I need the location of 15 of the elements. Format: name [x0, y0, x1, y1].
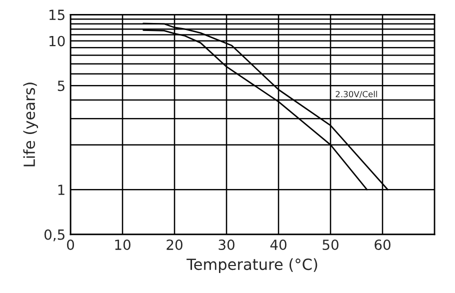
annotation: 2.30V/Cell	[336, 90, 378, 98]
x-axis-title: Temperature (°C)	[186, 258, 318, 274]
y-tick-label: 5	[58, 80, 64, 92]
y-axis-title: Life (years)	[23, 82, 38, 166]
y-tick-label: 10	[50, 36, 65, 46]
x-tick-label: 20	[166, 240, 182, 250]
x-tick-label: 10	[115, 240, 130, 250]
y-tick-label: 0,5	[44, 229, 64, 242]
y-tick-label: 15	[50, 10, 64, 20]
y-tick-label: 1	[58, 184, 64, 195]
x-tick-label: 60	[374, 240, 390, 250]
x-tick-label: 40	[270, 240, 286, 250]
x-tick-label: 50	[322, 240, 338, 250]
x-tick-label: 0	[67, 240, 74, 250]
x-tick-label: 30	[218, 240, 234, 250]
